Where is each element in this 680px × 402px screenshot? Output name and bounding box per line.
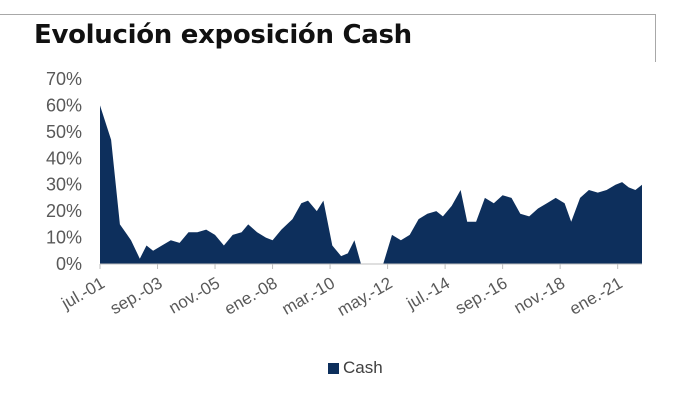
chart-title: Evolución exposición Cash [34,20,412,50]
x-tick-label: ene.-21 [566,273,625,318]
y-tick-label: 20% [46,201,82,221]
y-axis-ticks: 0% 10% 20% 30% 40% 50% 60% 70% [46,69,82,274]
x-tick-label: mar.-10 [279,273,338,318]
x-tick-label: nov.-05 [166,273,224,317]
y-tick-label: 50% [46,122,82,142]
x-tick-label: sep.-03 [107,273,166,318]
y-tick-label: 40% [46,148,82,168]
x-axis-tick-marks [99,264,619,269]
y-tick-label: 60% [46,95,82,115]
x-tick-label: jul.-14 [403,273,453,313]
y-tick-label: 70% [46,69,82,89]
x-tick-label: ene.-08 [221,273,280,318]
y-tick-label: 30% [46,175,82,195]
legend-swatch [328,362,339,374]
x-tick-label: sep.-16 [452,273,511,318]
y-tick-label: 10% [46,228,82,248]
x-tick-label: jul.-01 [58,273,108,313]
top-rule [0,14,655,15]
legend-label: Cash [343,358,383,377]
cash-area [100,105,642,265]
right-rule [655,14,656,62]
x-tick-label: may.-12 [334,273,396,320]
x-tick-label: nov.-18 [511,273,569,317]
y-tick-label: 0% [56,254,82,274]
legend: Cash [328,358,383,378]
